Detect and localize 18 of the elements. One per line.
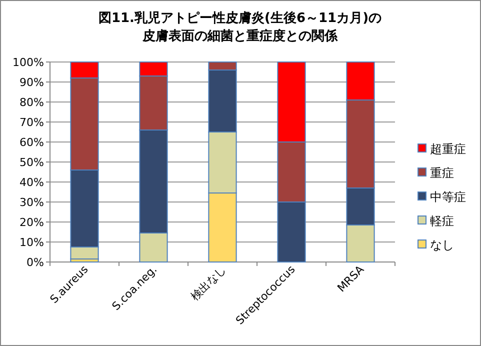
y-tick-label: 30%: [20, 196, 44, 209]
legend-label: なし: [430, 238, 454, 252]
y-tick-label: 90%: [20, 76, 44, 89]
y-tick-label: 100%: [12, 56, 44, 69]
y-tick-label: 80%: [20, 96, 44, 109]
x-tick-label: 検出なし: [188, 262, 229, 304]
y-tick-label: 20%: [20, 216, 44, 229]
y-tick-label: 50%: [20, 156, 44, 169]
legend-label: 超重症: [430, 142, 466, 156]
y-tick-label: 70%: [20, 116, 44, 129]
chart-title: 図11.乳児アトピー性皮膚炎(生後6～11カ月)の皮膚表面の細菌と重症度との関係: [98, 10, 382, 44]
y-tick-label: 40%: [20, 176, 44, 189]
legend-label: 重症: [430, 166, 454, 180]
y-tick-label: 10%: [20, 236, 44, 249]
y-tick-label: 60%: [20, 136, 44, 149]
legend-label: 中等症: [430, 190, 466, 204]
y-tick-label: 0%: [26, 256, 44, 269]
legend-label: 軽症: [430, 214, 454, 228]
